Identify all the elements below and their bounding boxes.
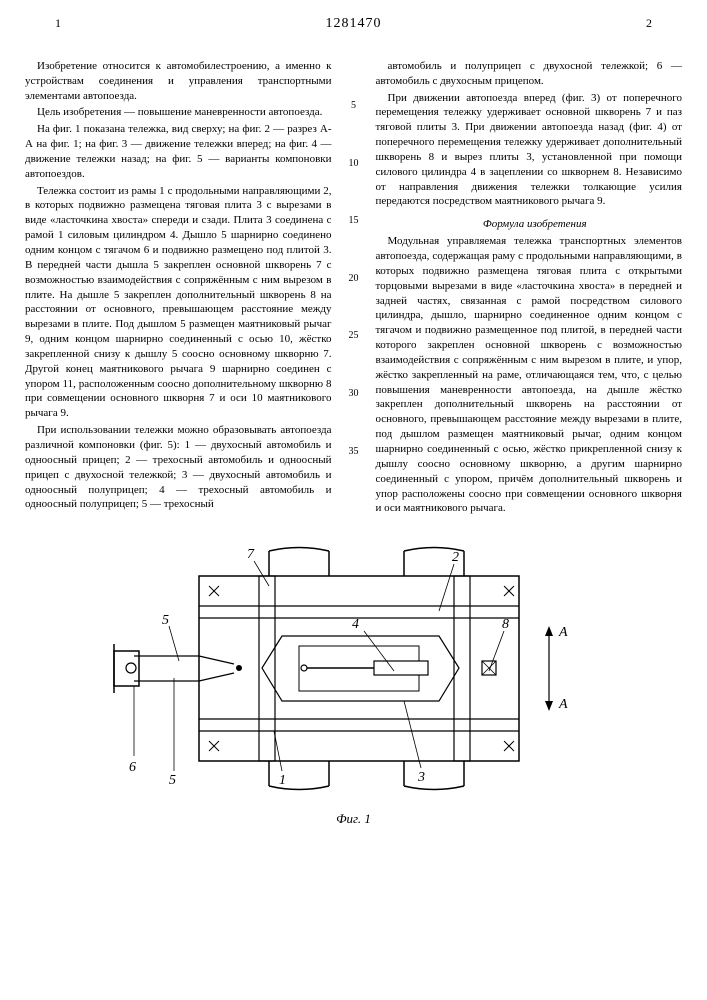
fig-label-7: 7	[247, 547, 255, 562]
right-column: автомобиль и полуприцеп с двухосной теле…	[376, 59, 683, 518]
paragraph: При использовании тележки можно образовы…	[25, 423, 332, 512]
text-columns: Изобретение относится к автомобилестроен…	[25, 59, 682, 518]
fig-label-3: 3	[417, 770, 425, 785]
line-numbers-column: 5 10 15 20 25 30 35	[347, 59, 361, 518]
line-number: 5	[347, 99, 361, 113]
line-number: 10	[347, 157, 361, 171]
line-number: 35	[347, 445, 361, 459]
fig-label-8: 8	[502, 617, 509, 632]
fig-label-6: 6	[129, 760, 136, 775]
formula-title: Формула изобретения	[376, 217, 683, 232]
figure-1: 7 2 8 4 5 6 5 1 3 А А Фиг. 1	[25, 536, 682, 828]
paragraph: Модульная управляемая тележка транспортн…	[376, 234, 683, 516]
line-number: 20	[347, 272, 361, 286]
paragraph: автомобиль и полуприцеп с двухосной теле…	[376, 59, 683, 89]
paragraph: Цель изобретения — повышение маневреннос…	[25, 105, 332, 120]
fig-label-1: 1	[279, 773, 286, 788]
section-mark-a-bottom: А	[558, 697, 568, 712]
paragraph: Изобретение относится к автомобилестроен…	[25, 59, 332, 104]
paragraph: Тележка состоит из рамы 1 с продольными …	[25, 184, 332, 422]
line-number: 15	[347, 214, 361, 228]
line-number: 30	[347, 387, 361, 401]
fig-label-5b: 5	[169, 773, 176, 788]
paragraph: При движении автопоезда вперед (фиг. 3) …	[376, 91, 683, 210]
paragraph: На фиг. 1 показана тележка, вид сверху; …	[25, 122, 332, 181]
figure-svg: 7 2 8 4 5 6 5 1 3 А А	[104, 536, 604, 806]
section-mark-a-top: А	[558, 625, 568, 640]
line-number: 25	[347, 329, 361, 343]
figure-label: Фиг. 1	[25, 810, 682, 828]
fig-label-5: 5	[162, 613, 169, 628]
left-column: Изобретение относится к автомобилестроен…	[25, 59, 332, 518]
page-number-left: 1	[55, 15, 61, 31]
page-number-right: 2	[646, 15, 652, 31]
fig-label-4: 4	[352, 617, 359, 632]
document-number: 1281470	[25, 15, 682, 34]
fig-label-2: 2	[452, 550, 459, 565]
